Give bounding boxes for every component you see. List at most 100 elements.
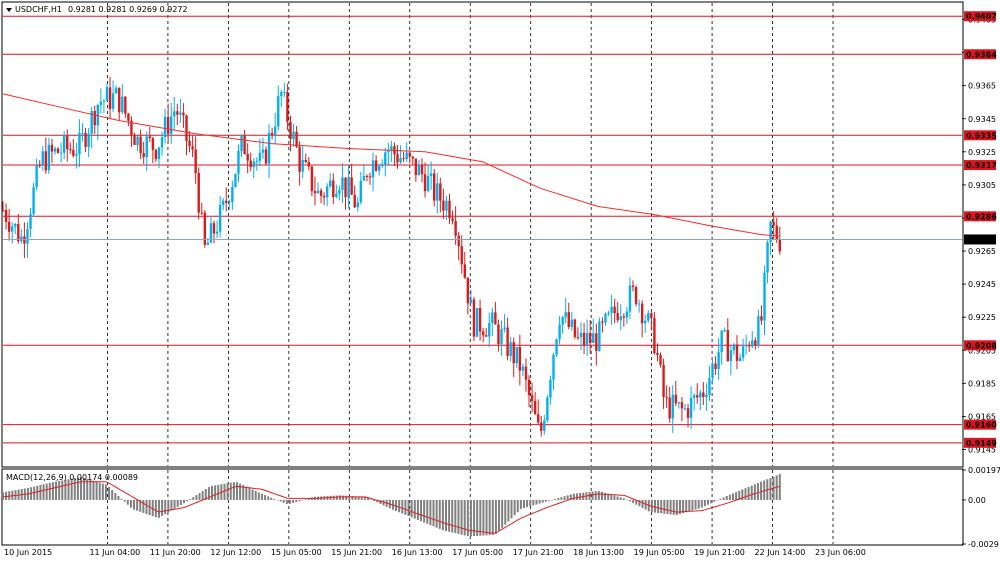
- macd-bar: [479, 499, 482, 536]
- candle-body: [1, 209, 5, 211]
- candle-body: [689, 397, 693, 418]
- candle-body: [59, 152, 63, 154]
- candle-body: [536, 414, 540, 423]
- macd-bar: [416, 499, 419, 520]
- macd-bar: [663, 499, 666, 514]
- macd-bar: [270, 497, 273, 500]
- macd-bar: [58, 480, 61, 500]
- macd-bar: [335, 495, 338, 500]
- candle-body: [246, 154, 249, 161]
- candle-body: [592, 333, 595, 344]
- candle-body: [640, 303, 644, 324]
- macd-tick-label: -0.0029: [968, 540, 999, 549]
- candle-body: [38, 165, 41, 167]
- dropdown-triangle-icon[interactable]: [6, 8, 12, 12]
- candle-body: [494, 312, 497, 325]
- macd-bar: [544, 499, 547, 502]
- candle-body: [763, 272, 766, 321]
- candle-body: [344, 177, 347, 198]
- candle-body: [258, 152, 262, 161]
- macd-bar: [370, 499, 373, 501]
- candle-body: [729, 350, 733, 362]
- candle-body: [683, 408, 687, 410]
- candle-body: [445, 200, 448, 211]
- macd-bar: [501, 499, 504, 528]
- macd-bar: [660, 499, 663, 514]
- candle-body: [671, 394, 674, 419]
- candle-body: [637, 303, 641, 305]
- macd-bar: [476, 499, 479, 536]
- candle-body: [301, 160, 304, 172]
- macd-bar: [735, 492, 738, 500]
- candle-body: [84, 132, 87, 147]
- macd-bar: [572, 493, 575, 500]
- macd-bar: [242, 485, 245, 500]
- macd-bar: [426, 499, 429, 524]
- candle-body: [374, 160, 378, 171]
- candle-body: [610, 306, 613, 313]
- candle-body: [481, 331, 485, 336]
- candle-body: [127, 113, 130, 121]
- ohlc-values: 0.9281 0.9281 0.9269 0.9272: [68, 5, 188, 14]
- candle-body: [240, 135, 243, 152]
- candle-body: [598, 321, 601, 351]
- candle-body: [182, 112, 185, 116]
- macd-bar: [64, 479, 67, 500]
- macd-bar: [535, 499, 538, 505]
- macd-bar: [61, 480, 64, 500]
- macd-bar: [42, 484, 45, 500]
- macd-bar: [373, 499, 376, 501]
- macd-bar: [569, 494, 572, 500]
- macd-bar: [429, 499, 432, 526]
- candle-body: [650, 313, 653, 319]
- candle-body: [118, 87, 121, 113]
- candle-body: [680, 402, 684, 409]
- candle-body: [699, 392, 702, 398]
- time-tick-label: 17 Jun 21:00: [513, 548, 564, 557]
- candle-body: [231, 186, 234, 203]
- macd-signal-line: [2, 481, 780, 534]
- macd-bar: [39, 485, 42, 500]
- moving-average-line: [2, 93, 780, 237]
- macd-bar: [526, 499, 529, 508]
- macd-bar: [491, 499, 494, 536]
- macd-bar: [741, 489, 744, 500]
- candle-body: [99, 101, 103, 105]
- candle-body: [408, 152, 411, 157]
- macd-label: MACD(12,26,9) 0.00174 0.00089: [6, 473, 138, 482]
- candle-body: [573, 319, 577, 338]
- price-tick-label: 0.9205: [968, 346, 996, 355]
- macd-bar: [756, 483, 759, 500]
- candle-body: [270, 132, 274, 135]
- candle-body: [69, 149, 72, 151]
- candle-body: [307, 162, 311, 167]
- candle-body: [564, 312, 567, 318]
- candle-body: [212, 223, 216, 234]
- candle-body: [582, 332, 586, 346]
- macd-bar: [151, 499, 154, 517]
- candle-body: [772, 221, 775, 226]
- macd-bar: [616, 496, 619, 500]
- candle-body: [570, 319, 574, 328]
- time-tick-label: 19 Jun 05:00: [634, 548, 685, 557]
- candle-body: [561, 317, 564, 325]
- candle-body: [362, 175, 366, 181]
- candle-body: [662, 364, 665, 398]
- candle-body: [558, 324, 561, 340]
- macd-bar: [423, 499, 426, 523]
- candle-body: [145, 136, 148, 158]
- candle-body: [151, 138, 155, 150]
- macd-bar: [267, 496, 270, 500]
- macd-bar: [707, 499, 710, 505]
- candle-body: [451, 218, 454, 221]
- macd-bar: [101, 483, 104, 500]
- macd-bar: [498, 499, 501, 531]
- candle-body: [335, 193, 338, 198]
- candle-body: [124, 96, 127, 114]
- macd-bar: [413, 499, 416, 519]
- macd-bar: [460, 499, 463, 535]
- macd-bar: [538, 499, 541, 504]
- price-tick-label: 0.9245: [968, 280, 996, 289]
- macd-bar: [522, 499, 525, 509]
